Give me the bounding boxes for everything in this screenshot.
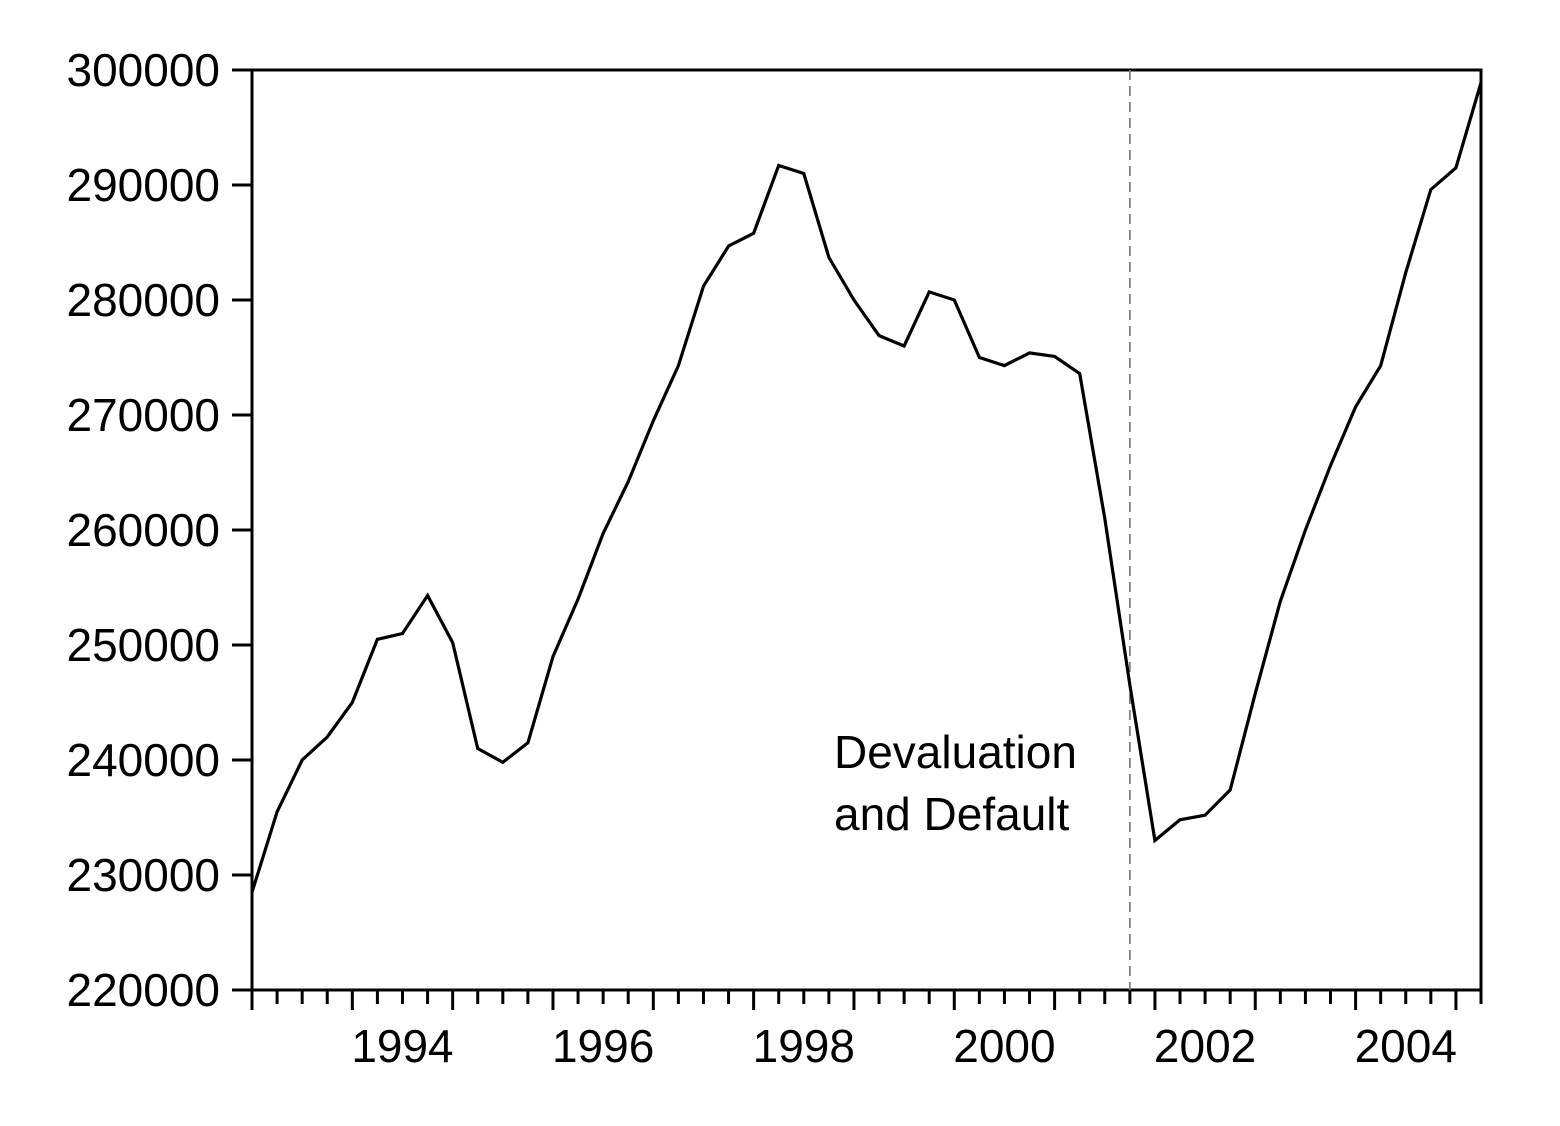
x-tick-label: 2004 (1355, 1020, 1457, 1072)
series-line (250, 82, 1483, 893)
y-tick-label: 280000 (67, 274, 221, 326)
y-tick-label: 300000 (67, 44, 221, 96)
x-tick-label: 1994 (351, 1020, 453, 1072)
annotation-devaluation: Devaluation (834, 726, 1077, 778)
y-axis: 300000 290000 280000 270000 260000 250000 2400… (67, 44, 252, 1016)
x-axis: 1994 1996 1998 2000 2002 2004 (250, 990, 1483, 1072)
x-tick-label: 1996 (552, 1020, 654, 1072)
y-tick-label: 250000 (67, 619, 221, 671)
y-tick-label: 270000 (67, 389, 221, 441)
y-tick-label: 260000 (67, 504, 221, 556)
y-tick-label: 240000 (67, 734, 221, 786)
x-tick-label: 1998 (753, 1020, 855, 1072)
annotation-and-default: and Default (834, 788, 1069, 840)
y-tick-label: 220000 (67, 964, 221, 1016)
x-tick-label: 2000 (953, 1020, 1055, 1072)
y-tick-label: 290000 (67, 159, 221, 211)
y-tick-label: 230000 (67, 849, 221, 901)
plot-frame (250, 68, 1483, 992)
x-tick-label: 2002 (1154, 1020, 1256, 1072)
